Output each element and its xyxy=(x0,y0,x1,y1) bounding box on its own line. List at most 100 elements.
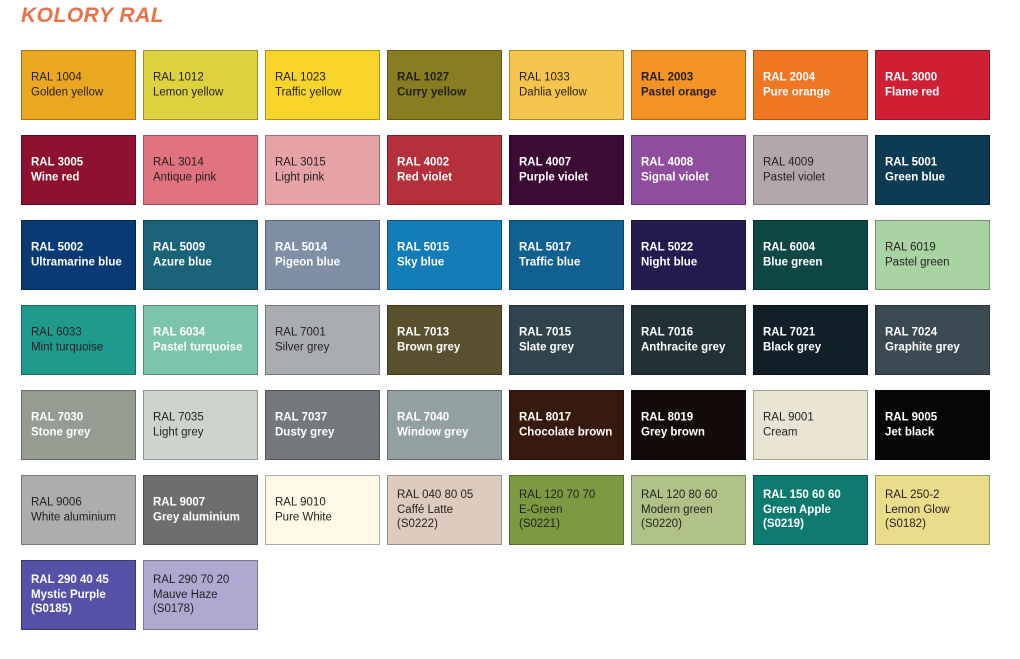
swatch-code: RAL 3000 xyxy=(885,71,938,84)
color-swatch[interactable]: RAL 6033 Mint turquoise xyxy=(21,305,136,375)
color-swatch[interactable]: RAL 7016 Anthracite grey xyxy=(631,305,746,375)
color-swatch[interactable]: RAL 1033 Dahlia yellow xyxy=(509,50,624,120)
swatch-label: RAL 7030 Stone grey xyxy=(31,410,131,439)
color-swatch[interactable]: RAL 6004 Blue green xyxy=(753,220,868,290)
swatch-name: Traffic blue xyxy=(519,256,581,268)
color-swatch[interactable]: RAL 9005 Jet black xyxy=(875,390,990,460)
color-swatch[interactable]: RAL 150 60 60 Green Apple (S0219) xyxy=(753,475,868,545)
swatch-code: RAL 9001 xyxy=(763,411,814,424)
color-swatch[interactable]: RAL 5009 Azure blue xyxy=(143,220,258,290)
color-swatch[interactable]: RAL 120 70 70 E-Green (S0221) xyxy=(509,475,624,545)
color-swatch[interactable]: RAL 7030 Stone grey xyxy=(21,390,136,460)
color-swatch[interactable]: RAL 9006 White aluminium xyxy=(21,475,136,545)
swatch-code: RAL 6034 xyxy=(153,326,206,339)
color-swatch[interactable]: RAL 5017 Traffic blue xyxy=(509,220,624,290)
color-swatch[interactable]: RAL 3005 Wine red xyxy=(21,135,136,205)
color-swatch[interactable]: RAL 120 80 60 Modern green (S0220) xyxy=(631,475,746,545)
color-swatch[interactable]: RAL 1012 Lemon yellow xyxy=(143,50,258,120)
color-swatch[interactable]: RAL 4002 Red violet xyxy=(387,135,502,205)
swatch-name: White aluminium xyxy=(31,511,116,523)
swatch-name: Red violet xyxy=(397,171,452,183)
color-swatch[interactable]: RAL 3014 Antique pink xyxy=(143,135,258,205)
swatch-label: RAL 7040 Window grey xyxy=(397,410,497,439)
swatch-code: RAL 7040 xyxy=(397,411,450,424)
color-swatch[interactable]: RAL 7035 Light grey xyxy=(143,390,258,460)
swatch-name: Pastel violet xyxy=(763,171,826,183)
swatch-code: RAL 9006 xyxy=(31,496,82,509)
swatch-label: RAL 120 70 70 E-Green (S0221) xyxy=(519,488,619,532)
color-swatch[interactable]: RAL 3015 Light pink xyxy=(265,135,380,205)
color-swatch[interactable]: RAL 6019 Pastel green xyxy=(875,220,990,290)
color-swatch[interactable]: RAL 5002 Ultramarine blue xyxy=(21,220,136,290)
color-swatch[interactable]: RAL 6034 Pastel turquoise xyxy=(143,305,258,375)
color-swatch[interactable]: RAL 2003 Pastel orange xyxy=(631,50,746,120)
swatch-code: RAL 7037 xyxy=(275,411,328,424)
color-swatch[interactable]: RAL 7021 Black grey xyxy=(753,305,868,375)
swatch-name: Signal violet xyxy=(641,171,709,183)
swatch-label: RAL 7016 Anthracite grey xyxy=(641,325,741,354)
color-swatch[interactable]: RAL 250-2 Lemon Glow (S0182) xyxy=(875,475,990,545)
swatch-code: RAL 4002 xyxy=(397,156,450,169)
color-swatch[interactable]: RAL 4007 Purple violet xyxy=(509,135,624,205)
swatch-name: Light pink xyxy=(275,171,325,183)
color-swatch[interactable]: RAL 7001 Silver grey xyxy=(265,305,380,375)
swatch-name: Antique pink xyxy=(153,171,217,183)
swatch-subcode: (S0220) xyxy=(641,518,682,531)
color-swatch[interactable]: RAL 4009 Pastel violet xyxy=(753,135,868,205)
swatch-name: Pastel turquoise xyxy=(153,341,243,353)
color-swatch[interactable]: RAL 8019 Grey brown xyxy=(631,390,746,460)
swatch-name: Wine red xyxy=(31,171,80,183)
color-swatch[interactable]: RAL 5014 Pigeon blue xyxy=(265,220,380,290)
swatch-code: RAL 2003 xyxy=(641,71,694,84)
color-swatch[interactable]: RAL 290 40 45 Mystic Purple (S0185) xyxy=(21,560,136,630)
swatch-name: Jet black xyxy=(885,426,935,438)
swatch-subcode: (S0182) xyxy=(885,518,926,531)
color-swatch[interactable]: RAL 2004 Pure orange xyxy=(753,50,868,120)
swatch-code: RAL 5009 xyxy=(153,241,206,254)
swatch-label: RAL 7021 Black grey xyxy=(763,325,863,354)
swatch-label: RAL 3015 Light pink xyxy=(275,155,375,184)
color-swatch[interactable]: RAL 7040 Window grey xyxy=(387,390,502,460)
swatch-code: RAL 1033 xyxy=(519,71,570,84)
color-swatch[interactable]: RAL 9010 Pure White xyxy=(265,475,380,545)
swatch-name: Pure White xyxy=(275,511,332,523)
swatch-label: RAL 7037 Dusty grey xyxy=(275,410,375,439)
color-swatch[interactable]: RAL 7015 Slate grey xyxy=(509,305,624,375)
swatch-name: Sky blue xyxy=(397,256,445,268)
color-swatch[interactable]: RAL 1004 Golden yellow xyxy=(21,50,136,120)
swatch-subcode: (S0222) xyxy=(397,518,438,531)
swatch-code: RAL 4008 xyxy=(641,156,694,169)
color-swatch[interactable]: RAL 9007 Grey aluminium xyxy=(143,475,258,545)
color-swatch[interactable]: RAL 040 80 05 Caffé Latte (S0222) xyxy=(387,475,502,545)
color-swatch[interactable]: RAL 1027 Curry yellow xyxy=(387,50,502,120)
color-swatch[interactable]: RAL 3000 Flame red xyxy=(875,50,990,120)
swatch-name: Night blue xyxy=(641,256,698,268)
swatch-label: RAL 2004 Pure orange xyxy=(763,70,863,99)
swatch-name: Brown grey xyxy=(397,341,461,353)
color-swatch[interactable]: RAL 7024 Graphite grey xyxy=(875,305,990,375)
swatch-code: RAL 7016 xyxy=(641,326,694,339)
swatch-name: Chocolate brown xyxy=(519,426,613,438)
color-swatch[interactable]: RAL 1023 Traffic yellow xyxy=(265,50,380,120)
swatch-code: RAL 5015 xyxy=(397,241,450,254)
swatch-label: RAL 290 40 45 Mystic Purple (S0185) xyxy=(31,573,131,617)
swatch-label: RAL 5009 Azure blue xyxy=(153,240,253,269)
swatch-label: RAL 3000 Flame red xyxy=(885,70,985,99)
color-swatch[interactable]: RAL 290 70 20 Mauve Haze (S0178) xyxy=(143,560,258,630)
color-swatch[interactable]: RAL 9001 Cream xyxy=(753,390,868,460)
color-swatch[interactable]: RAL 7037 Dusty grey xyxy=(265,390,380,460)
swatch-name: Lemon yellow xyxy=(153,86,224,98)
color-swatch[interactable]: RAL 5001 Green blue xyxy=(875,135,990,205)
swatch-label: RAL 9005 Jet black xyxy=(885,410,985,439)
color-swatch[interactable]: RAL 8017 Chocolate brown xyxy=(509,390,624,460)
color-swatch[interactable]: RAL 7013 Brown grey xyxy=(387,305,502,375)
color-swatch[interactable]: RAL 4008 Signal violet xyxy=(631,135,746,205)
swatch-label: RAL 1027 Curry yellow xyxy=(397,70,497,99)
swatch-code: RAL 7001 xyxy=(275,326,326,339)
color-swatch[interactable]: RAL 5022 Night blue xyxy=(631,220,746,290)
color-swatch[interactable]: RAL 5015 Sky blue xyxy=(387,220,502,290)
swatch-name: Ultramarine blue xyxy=(31,256,122,268)
swatch-code: RAL 4007 xyxy=(519,156,572,169)
swatch-name: Window grey xyxy=(397,426,469,438)
